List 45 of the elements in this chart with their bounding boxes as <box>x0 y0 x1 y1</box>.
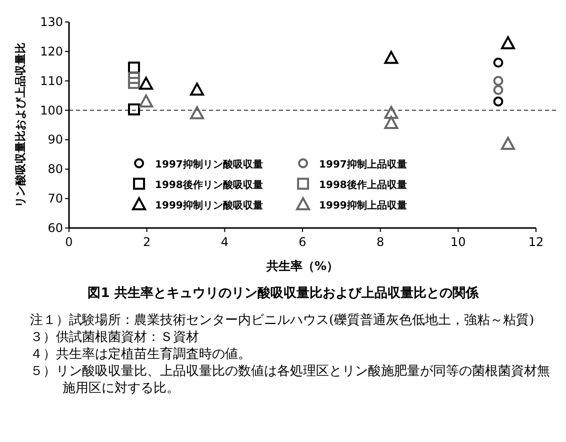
x-tick-label: 8 <box>376 235 384 249</box>
text: ４）共生率は定植苗生育調査時の値。 <box>30 346 252 363</box>
point <box>500 136 515 150</box>
y-tick-label: 100 <box>40 103 63 118</box>
point <box>128 76 140 89</box>
legend-label: 1997抑制リン酸吸収量 <box>155 158 263 170</box>
legend-label: 1999抑制リン酸吸収量 <box>155 199 263 212</box>
y-tick-label: 120 <box>40 44 63 58</box>
y-tick-label: 70 <box>48 192 63 206</box>
point <box>493 76 504 86</box>
y-axis-title: リン酸吸収量比および上品収量比 <box>14 42 27 208</box>
point <box>128 72 140 84</box>
point <box>493 84 504 95</box>
x-axis-title: 共生率（%） <box>265 259 339 273</box>
y-tick-label: 130 <box>40 15 63 29</box>
text: 注１）試験場所：農業技術センター内ビニルハウス(礫質普通灰色低地土，強粘～粘質) <box>30 312 536 329</box>
point <box>190 82 204 96</box>
point <box>384 106 398 119</box>
point <box>493 96 504 106</box>
x-tick-label: 4 <box>220 235 228 249</box>
x-tick-label: 6 <box>298 235 306 249</box>
y-tick-label: 90 <box>48 132 63 147</box>
x-tick-label: 10 <box>450 235 466 249</box>
legend-label: 1998後作リン酸吸収量 <box>155 178 263 191</box>
text: 図1 共生率とキュウリのリン酸吸収量比および上品収量比との関係 <box>86 284 480 302</box>
y-tick-label: 80 <box>48 162 63 176</box>
point <box>139 76 154 90</box>
x-tick-label: 0 <box>65 235 73 249</box>
point <box>128 62 140 74</box>
point <box>190 106 204 120</box>
point <box>139 94 154 108</box>
y-tick-label: 110 <box>40 74 63 88</box>
legend-label: 1997抑制上品収量 <box>319 158 407 170</box>
point <box>384 50 398 64</box>
y-tick-label: 60 <box>48 221 63 235</box>
text: ３）供試菌根菌資材：Ｓ資材 <box>30 329 200 346</box>
point <box>128 103 140 116</box>
point <box>384 116 398 129</box>
x-tick-label: 2 <box>143 235 151 249</box>
legend-label: 1999抑制上品収量 <box>319 199 407 212</box>
legend-label: 1998後作上品収量 <box>319 178 407 191</box>
x-tick-label: 12 <box>528 235 544 249</box>
text: ５）リン酸吸収量比、上品収量比の数値は各処理区とリン酸施肥量が同等の菌根菌資材無施用区に対する比。 <box>30 363 551 397</box>
point <box>493 58 504 68</box>
point <box>500 36 515 50</box>
